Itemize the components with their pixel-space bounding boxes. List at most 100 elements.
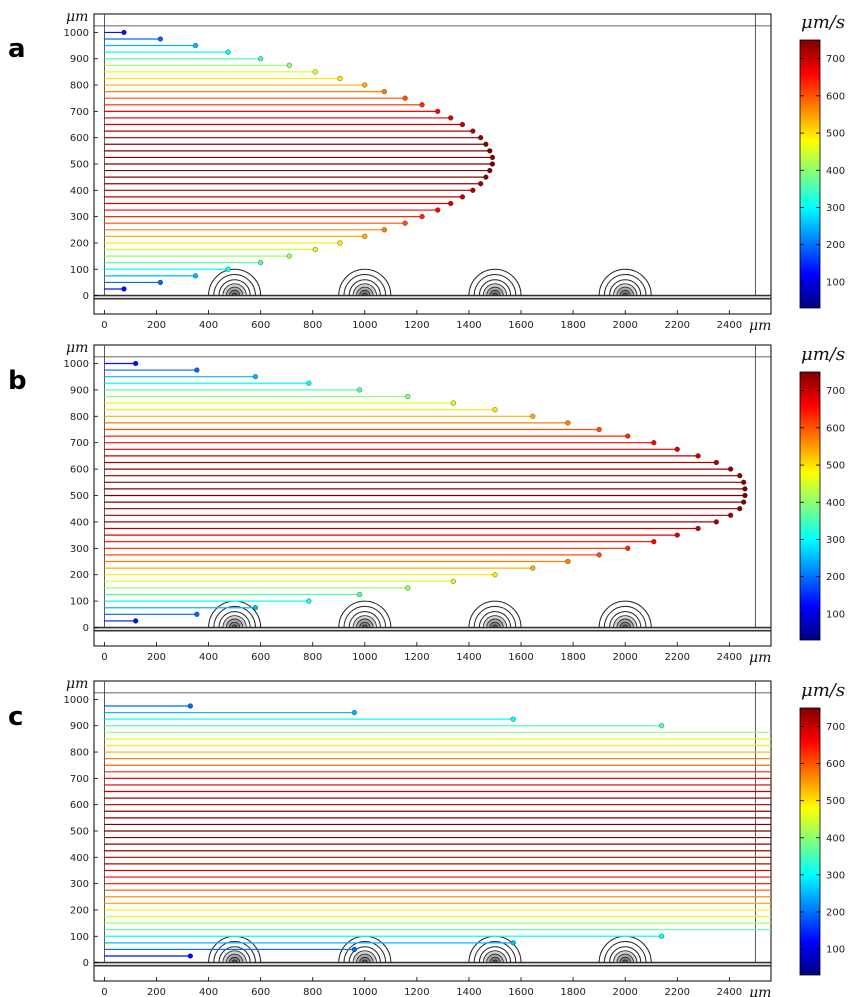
obstacle-4: [598, 268, 652, 296]
particle-marker: [312, 246, 318, 253]
particle-marker: [470, 128, 476, 134]
colorbar-tick-label: 700: [826, 722, 845, 733]
particle-marker: [695, 453, 701, 459]
particle-marker: [741, 499, 747, 505]
panel-a: 0 100 200 300 400 500 600 700 800 900 1000 0 200 400 6…: [64, 9, 846, 334]
particle-marker: [337, 240, 343, 246]
obstacle-ring: [603, 606, 647, 628]
obstacle-1: [208, 600, 262, 628]
x-tick-label: 2200: [665, 652, 690, 663]
y-axis-label: μm: [66, 9, 88, 25]
particle-marker: [737, 506, 743, 512]
obstacle-core: [361, 624, 368, 628]
obstacle-ring: [213, 274, 256, 296]
particle-marker: [489, 154, 495, 160]
particle-marker: [728, 466, 734, 472]
obstacle-ring: [218, 946, 251, 963]
colorbar-tick-label: 400: [826, 166, 845, 177]
particle-marker: [651, 539, 657, 545]
colorbar-tick-label: 100: [826, 277, 845, 288]
particle-marker: [362, 233, 368, 239]
panel-b-letter: b: [8, 366, 27, 396]
y-tick-label: 100: [70, 597, 89, 608]
obstacle-4: [598, 935, 652, 963]
obstacle-ring: [348, 611, 381, 628]
particle-marker: [510, 940, 516, 946]
y-tick-label: 600: [70, 465, 89, 476]
particle-marker: [133, 360, 139, 367]
colorbar-tick-label: 200: [826, 240, 845, 251]
obstacle-ring: [338, 600, 392, 628]
particle-marker: [405, 585, 411, 591]
particle-marker: [286, 253, 292, 259]
colorbar-tick-label: 100: [826, 609, 845, 620]
particle-marker: [193, 273, 199, 279]
x-tick-label: 2000: [612, 987, 637, 997]
particle-marker: [713, 519, 719, 525]
y-tick-label: 700: [70, 774, 89, 785]
obstacle-core: [231, 624, 238, 628]
colorbar-unit-label: μm/s: [801, 12, 845, 33]
obstacle-core: [361, 959, 368, 963]
panel-a-letter: a: [8, 34, 26, 64]
obstacle-core: [622, 624, 629, 628]
particle-marker: [157, 36, 163, 42]
colorbar-tick-label: 200: [826, 572, 845, 583]
obstacle-core: [622, 292, 629, 296]
x-tick-label: 1400: [456, 652, 481, 663]
x-tick-label: 1000: [352, 652, 377, 663]
particle-marker: [351, 710, 357, 716]
colorbar: μm/s 100 200 300 400 500 600 700: [799, 680, 845, 976]
x-tick-label: 1800: [560, 320, 585, 331]
obstacle-ring: [338, 268, 392, 296]
y-tick-label: 200: [70, 238, 89, 249]
particle-marker: [651, 440, 657, 446]
obstacle-1: [208, 268, 262, 296]
particle-marker: [157, 279, 163, 285]
x-tick-label: 1400: [456, 320, 481, 331]
colorbar-tick-label: 700: [826, 386, 845, 397]
x-tick-label: 2400: [717, 987, 742, 997]
particle-marker: [625, 433, 631, 439]
particle-marker: [713, 459, 719, 466]
y-tick-label: 600: [70, 800, 89, 811]
y-axis-label: μm: [66, 340, 88, 356]
x-tick-label: 200: [147, 652, 166, 663]
particle-marker: [695, 525, 701, 532]
particle-marker: [596, 552, 602, 558]
obstacle-core: [491, 624, 498, 628]
x-tick-label: 200: [147, 320, 166, 331]
x-tick-label: 2200: [665, 987, 690, 997]
particle-marker: [492, 572, 498, 578]
x-tick-label: 600: [251, 652, 270, 663]
particle-marker: [258, 56, 264, 62]
x-tick-label: 800: [303, 320, 322, 331]
y-tick-label: 400: [70, 517, 89, 528]
particle-marker: [402, 220, 408, 226]
obstacle-ring: [218, 611, 251, 628]
x-tick-label: 600: [251, 320, 270, 331]
particle-marker: [225, 49, 231, 55]
x-tick-label: 0: [101, 652, 107, 663]
y-tick-label: 200: [70, 570, 89, 581]
particle-marker: [737, 473, 743, 479]
obstacle-ring: [348, 279, 381, 296]
obstacle-ring: [468, 600, 522, 628]
particle-marker: [194, 367, 200, 373]
particle-marker: [565, 558, 571, 565]
particle-marker: [306, 380, 312, 386]
y-tick-label: 600: [70, 133, 89, 144]
obstacle-ring: [603, 274, 647, 296]
particle-marker: [659, 723, 665, 729]
y-tick-label: 700: [70, 107, 89, 118]
x-tick-label: 1000: [352, 320, 377, 331]
x-tick-label: 2200: [665, 320, 690, 331]
y-tick-label: 1000: [64, 28, 89, 39]
particle-marker: [312, 69, 318, 75]
x-axis-label: μm: [749, 650, 771, 666]
y-tick-label: 900: [70, 385, 89, 396]
particle-marker: [450, 400, 456, 406]
particle-marker: [357, 387, 363, 393]
particle-marker: [133, 618, 139, 624]
x-tick-label: 1600: [508, 987, 533, 997]
